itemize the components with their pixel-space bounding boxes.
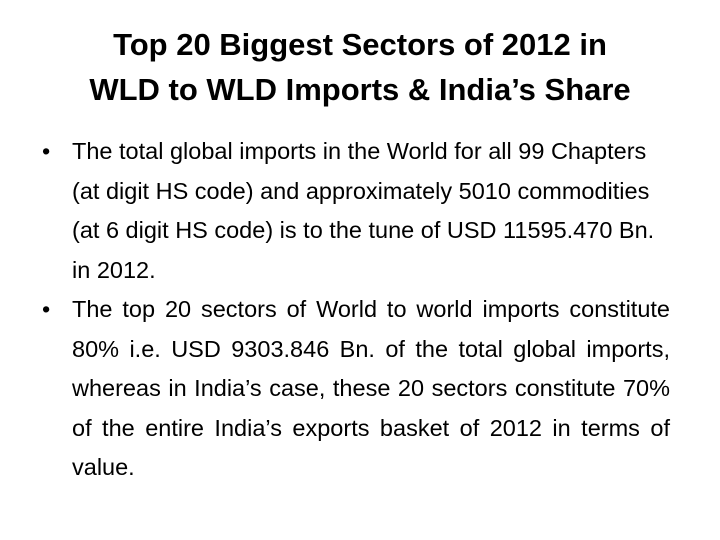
title-line: Top 20 Biggest Sectors of 2012 in: [113, 27, 607, 62]
slide-title: Top 20 Biggest Sectors of 2012 in WLD to…: [0, 22, 720, 112]
bullet: The total global imports in the World fo…: [42, 132, 670, 290]
bullet-list: The total global imports in the World fo…: [42, 132, 670, 488]
bullet: The top 20 sectors of World to world imp…: [42, 290, 670, 488]
title-line: WLD to WLD Imports & India’s Share: [89, 72, 631, 107]
